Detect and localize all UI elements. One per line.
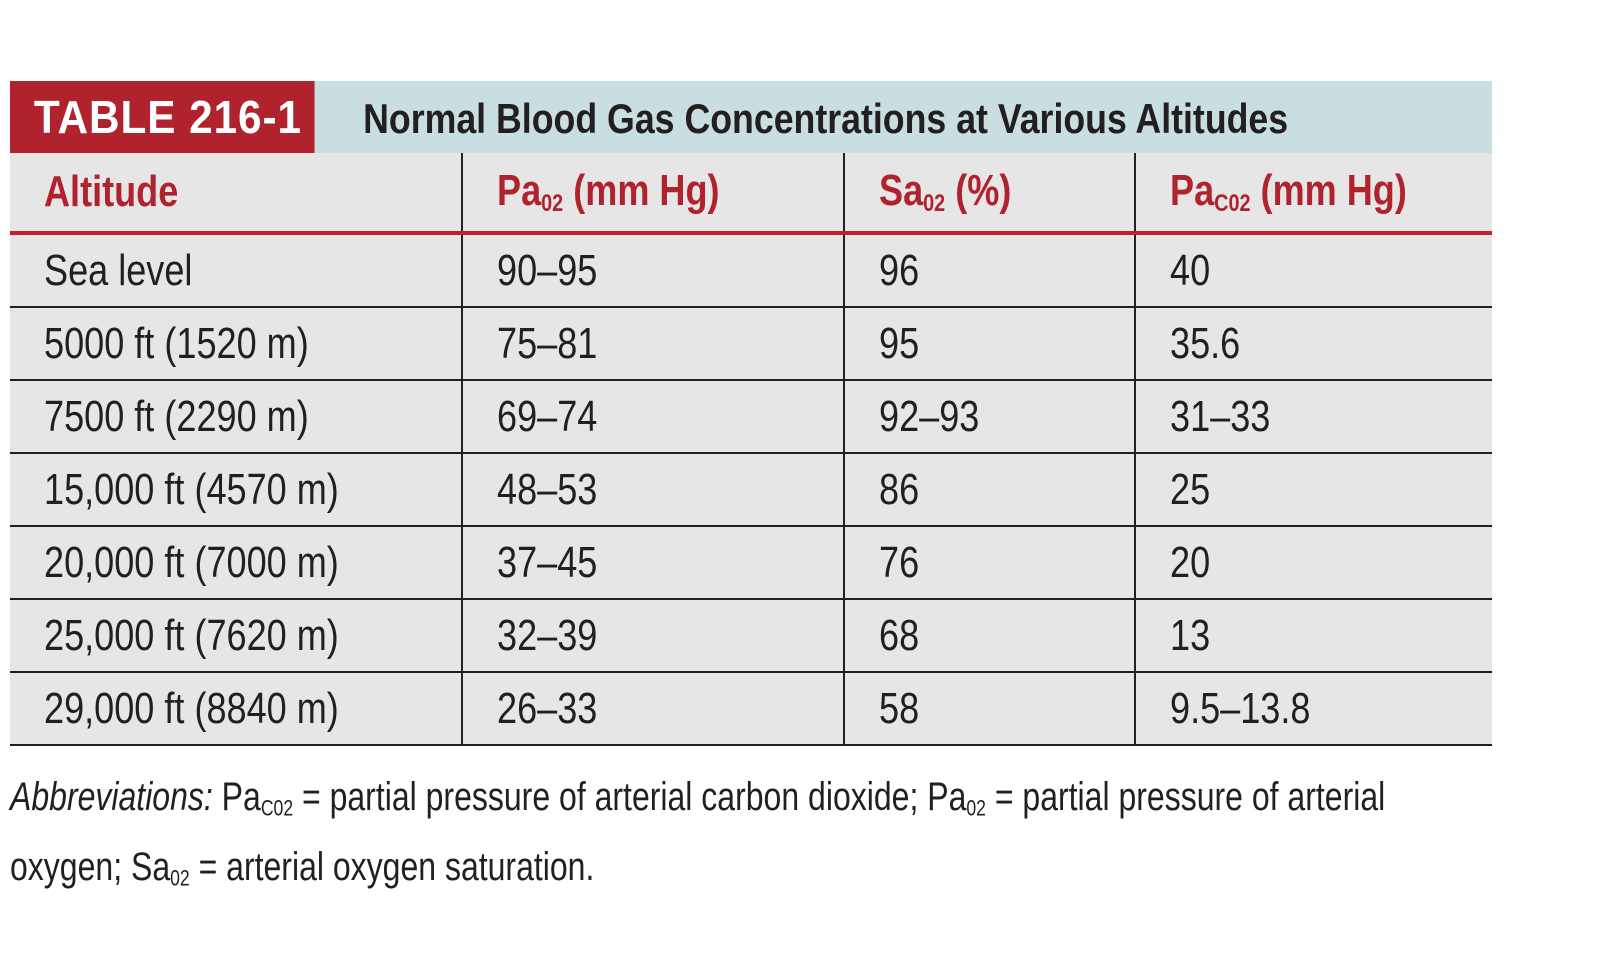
paco2-cell: 40 xyxy=(1134,233,1492,308)
pao2-cell: 26–33 xyxy=(461,672,844,746)
sao2-cell: 96 xyxy=(843,233,1135,308)
paco2-cell: 9.5–13.8 xyxy=(1134,672,1492,746)
paco2-cell: 31–33 xyxy=(1134,380,1492,454)
altitude-cell: 20,000 ft (7000 m) xyxy=(10,526,462,600)
sao2-cell: 58 xyxy=(843,672,1135,746)
column-header-row: Altitude Pa02 (mm Hg) Sa02 (%) PaC02 (mm… xyxy=(10,153,1492,235)
table-row: 29,000 ft (8840 m) 26–33 58 9.5–13.8 xyxy=(10,672,1492,746)
table-row: 5000 ft (1520 m) 75–81 95 35.6 xyxy=(10,307,1492,381)
table-title: Normal Blood Gas Concentrations at Vario… xyxy=(363,95,1289,142)
table-row: 25,000 ft (7620 m) 32–39 68 13 xyxy=(10,599,1492,673)
table-row: 15,000 ft (4570 m) 48–53 86 25 xyxy=(10,453,1492,527)
sao2-cell: 95 xyxy=(843,307,1135,381)
table-header-bar: TABLE 216-1 Normal Blood Gas Concentrati… xyxy=(10,81,1492,153)
pao2-cell: 37–45 xyxy=(461,526,844,600)
altitude-cell: 29,000 ft (8840 m) xyxy=(10,672,462,746)
paco2-cell: 13 xyxy=(1134,599,1492,673)
altitude-cell: 7500 ft (2290 m) xyxy=(10,380,462,454)
table-row: 7500 ft (2290 m) 69–74 92–93 31–33 xyxy=(10,380,1492,454)
footnote-lead: Abbreviations: xyxy=(10,775,213,819)
data-table: Altitude Pa02 (mm Hg) Sa02 (%) PaC02 (mm… xyxy=(10,153,1492,746)
sao2-cell: 86 xyxy=(843,453,1135,527)
column-header-paco2: PaC02 (mm Hg) xyxy=(1134,153,1492,235)
pao2-cell: 90–95 xyxy=(461,233,844,308)
altitude-cell: 15,000 ft (4570 m) xyxy=(10,453,462,527)
table-number-label: TABLE 216-1 xyxy=(10,81,315,153)
column-header-sao2: Sa02 (%) xyxy=(843,153,1135,235)
altitude-cell: 25,000 ft (7620 m) xyxy=(10,599,462,673)
abbreviations-footnote: Abbreviations: PaC02 = partial pressure … xyxy=(10,775,1386,890)
altitude-cell: Sea level xyxy=(10,233,462,308)
table-row: Sea level 90–95 96 40 xyxy=(10,233,1492,308)
sao2-cell: 92–93 xyxy=(843,380,1135,454)
column-header-altitude: Altitude xyxy=(10,153,462,235)
sao2-cell: 76 xyxy=(843,526,1135,600)
paco2-cell: 35.6 xyxy=(1134,307,1492,381)
sao2-cell: 68 xyxy=(843,599,1135,673)
altitude-cell: 5000 ft (1520 m) xyxy=(10,307,462,381)
column-header-pao2: Pa02 (mm Hg) xyxy=(461,153,844,235)
table-row: 20,000 ft (7000 m) 37–45 76 20 xyxy=(10,526,1492,600)
table-body: Sea level 90–95 96 40 5000 ft (1520 m) 7… xyxy=(10,233,1492,746)
pao2-cell: 32–39 xyxy=(461,599,844,673)
pao2-cell: 48–53 xyxy=(461,453,844,527)
paco2-cell: 25 xyxy=(1134,453,1492,527)
pao2-cell: 75–81 xyxy=(461,307,844,381)
blood-gas-table: TABLE 216-1 Normal Blood Gas Concentrati… xyxy=(10,81,1492,746)
paco2-cell: 20 xyxy=(1134,526,1492,600)
pao2-cell: 69–74 xyxy=(461,380,844,454)
